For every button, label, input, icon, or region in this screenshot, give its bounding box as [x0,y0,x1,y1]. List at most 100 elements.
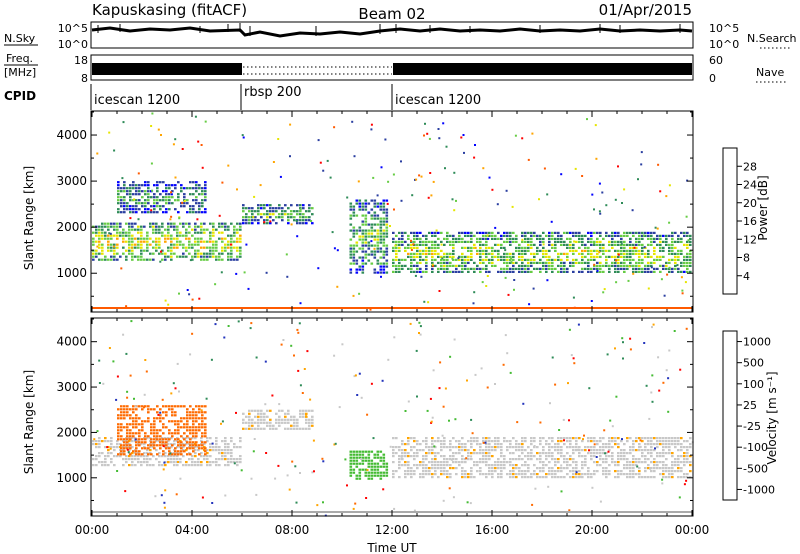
echo-cell [224,237,227,240]
echo-cell [290,424,293,427]
echo-cell [203,455,206,458]
echo-cell [134,228,137,231]
echo-cell [431,231,434,234]
echo-cell [165,196,168,199]
echo-cell [275,210,278,213]
echo-cell [302,222,305,225]
echo-cell [338,406,341,409]
echo-cell [361,241,365,244]
echo-cell [182,446,185,449]
echo-cell [147,435,150,438]
echo-cell [491,446,494,449]
echo-cell [137,243,140,246]
echo-cell [444,387,447,390]
echo-cell [554,449,557,452]
echo-cell [521,473,524,476]
echo-cell [201,202,204,205]
echo-cell [257,409,260,412]
echo-cell [299,409,302,412]
echo-cell [279,175,282,178]
echo-cell [530,270,533,273]
echo-cell [629,237,632,240]
echo-cell [176,455,179,458]
echo-cell [370,477,374,480]
echo-cell [224,225,227,228]
echo-cell [434,455,437,458]
echo-cell [122,231,125,234]
echo-cell [110,246,113,249]
echo-cell [92,440,95,443]
echo-cell [253,438,256,440]
echo-cell [218,446,221,449]
echo-cell [167,437,170,440]
echo-cell [677,458,680,461]
echo-cell [599,464,602,467]
echo-cell [560,455,563,458]
echo-cell [413,252,416,255]
echo-cell [629,476,632,479]
echo-cell [671,267,674,270]
echo-cell [189,429,192,432]
echo-cell [155,458,158,461]
echo-cell [221,440,224,443]
echo-cell [171,408,174,411]
echo-cell [554,243,557,246]
echo-cell [590,270,593,273]
echo-cell [536,473,539,476]
echo-cell [194,255,197,258]
echo-cell [110,237,113,240]
echo-cell [425,243,428,246]
echo-cell [524,267,527,270]
echo-cell [563,443,566,446]
echo-cell [203,449,206,452]
echo-cell [146,258,149,261]
echo-cell [449,443,452,446]
echo-cell [574,167,577,170]
echo-cell [441,257,444,260]
echo-cell [129,190,132,193]
echo-cell [593,470,596,473]
echo-cell [185,443,188,446]
echo-cell [420,275,423,278]
echo-cell [176,437,179,440]
echo-cell [188,246,191,249]
echo-cell [355,268,359,271]
echo-cell [116,228,119,231]
y-tick-label: 4000 [56,128,87,142]
echo-cell [284,210,287,213]
echo-cell [113,228,116,231]
echo-cell [671,234,674,237]
echo-cell [686,246,689,249]
echo-cell [186,447,189,450]
echo-cell [385,235,389,238]
echo-cell [192,423,195,426]
echo-cell [446,458,449,461]
echo-cell [488,449,491,452]
echo-cell [649,467,652,470]
echo-cell [593,267,596,270]
echo-cell [370,123,373,126]
echo-cell [198,423,201,426]
echo-cell [593,449,596,452]
echo-cell [376,229,380,232]
echo-cell [147,196,150,199]
echo-cell [257,210,260,213]
echo-cell [138,193,141,196]
echo-cell [626,258,629,261]
echo-cell [503,461,506,464]
echo-cell [104,258,107,261]
echo-cell [170,458,173,461]
echo-cell [373,199,377,202]
echo-cell [653,443,656,446]
beam-title: Beam 02 [358,5,425,23]
echo-cell [113,252,116,255]
echo-cell [590,237,593,240]
echo-cell [215,240,218,243]
echo-cell [266,210,269,213]
echo-cell [186,441,189,444]
echo-cell [437,261,440,264]
echo-cell [370,217,374,220]
echo-cell [192,408,195,411]
echo-cell [659,249,662,252]
echo-cell [550,220,553,223]
